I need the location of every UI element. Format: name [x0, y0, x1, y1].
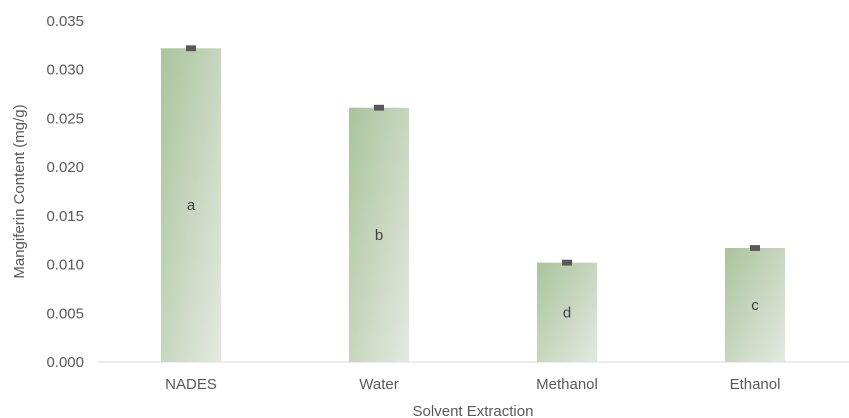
group-letter-label: b [375, 227, 383, 244]
y-tick-label: 0.015 [46, 208, 84, 225]
y-tick-label: 0.010 [46, 257, 84, 274]
x-tick-label: NADES [165, 376, 217, 393]
bar-nades [161, 48, 221, 362]
x-tick-label: Water [359, 376, 398, 393]
group-letter-label: a [187, 197, 196, 214]
y-axis-tick-labels: 0.000 0.005 0.010 0.015 0.020 0.025 0.030 0.035 [46, 13, 84, 371]
bars: a b d c [161, 45, 785, 362]
x-axis-tick-labels: NADES Water Methanol Ethanol [165, 376, 780, 393]
error-bar [750, 245, 760, 251]
group-letter-label: d [563, 304, 571, 321]
x-axis-title: Solvent Extraction [413, 403, 534, 418]
y-tick-label: 0.005 [46, 305, 84, 322]
error-bar [186, 45, 196, 52]
x-tick-label: Ethanol [730, 376, 781, 393]
error-bar [374, 104, 384, 111]
x-tick-label: Methanol [536, 376, 598, 393]
error-bar [562, 259, 572, 266]
bar-water [349, 107, 409, 362]
y-tick-label: 0.025 [46, 110, 84, 127]
y-tick-label: 0.020 [46, 159, 84, 176]
bar-ethanol [725, 248, 785, 362]
y-axis-title: Mangiferin Content (mg/g) [11, 104, 28, 278]
y-tick-label: 0.035 [46, 13, 84, 30]
y-tick-label: 0.030 [46, 62, 84, 79]
y-tick-label: 0.000 [46, 354, 84, 371]
bar-methanol [537, 262, 597, 362]
group-letter-label: c [751, 297, 759, 314]
